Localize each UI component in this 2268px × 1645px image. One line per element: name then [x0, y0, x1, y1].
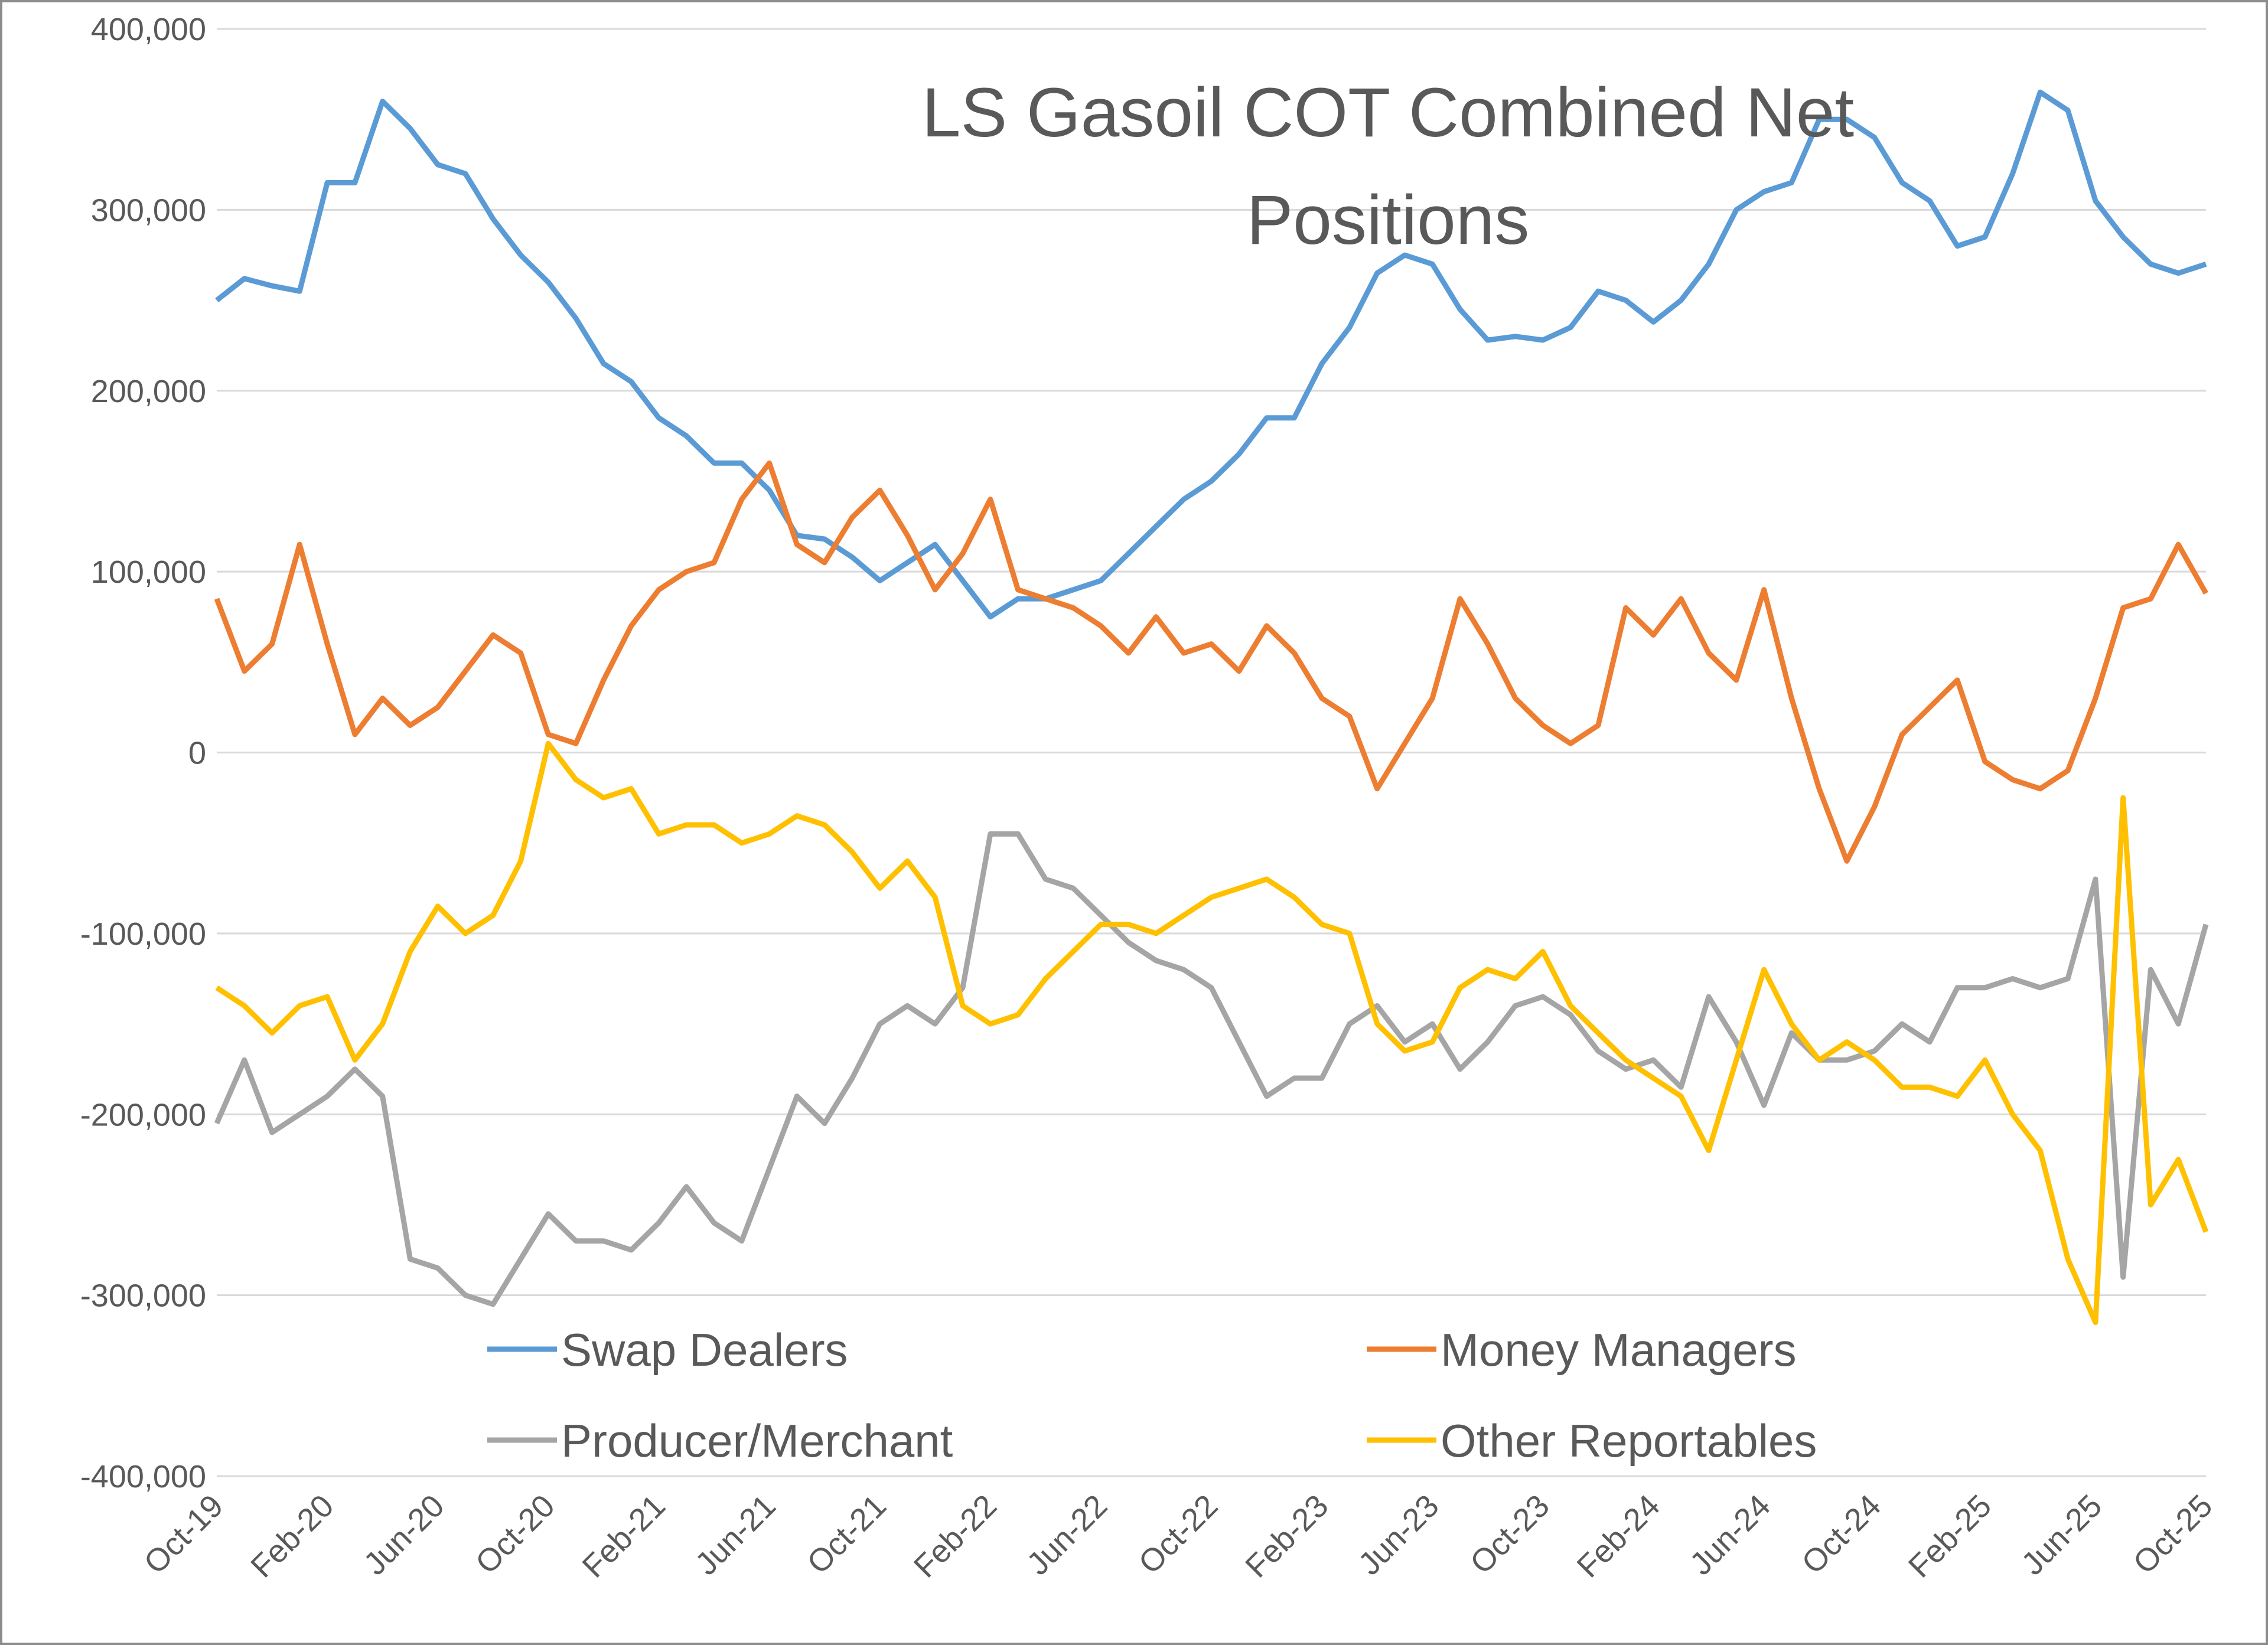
y-tick-label: 0	[188, 736, 206, 771]
x-tick-label: Feb-24	[1570, 1488, 1667, 1584]
y-tick-label: -400,000	[80, 1459, 206, 1494]
x-tick-label: Feb-23	[1239, 1488, 1335, 1584]
legend-label: Producer/Merchant	[561, 1415, 953, 1467]
legend-label: Other Reportables	[1441, 1415, 1817, 1467]
x-tick-label: Feb-22	[907, 1488, 1003, 1584]
x-tick-label: Jun-25	[2015, 1488, 2109, 1582]
x-tick-label: Oct-19	[137, 1488, 230, 1581]
y-tick-label: 100,000	[91, 554, 206, 590]
y-tick-label: 200,000	[91, 374, 206, 409]
y-tick-label: -100,000	[80, 916, 206, 952]
series-line	[214, 460, 2208, 864]
y-tick-label: 400,000	[91, 12, 206, 47]
x-tick-label: Oct-21	[800, 1488, 893, 1581]
legend-label: Money Managers	[1441, 1324, 1797, 1376]
x-tick-label: Oct-23	[1464, 1488, 1556, 1581]
x-tick-label: Oct-25	[2126, 1488, 2219, 1581]
x-tick-label: Jun-22	[1020, 1488, 1114, 1582]
x-tick-label: Feb-21	[576, 1488, 672, 1584]
x-tick-label: Jun-23	[1352, 1488, 1446, 1582]
x-tick-label: Oct-24	[1795, 1488, 1888, 1581]
x-tick-label: Jun-20	[357, 1488, 451, 1582]
x-tick-label: Oct-20	[469, 1488, 562, 1581]
x-tick-label: Oct-22	[1132, 1488, 1224, 1581]
y-tick-label: -200,000	[80, 1097, 206, 1132]
legend-label: Swap Dealers	[561, 1324, 848, 1376]
x-tick-label: Jun-21	[689, 1488, 783, 1582]
chart-title: LS Gasoil COT Combined Net Positions	[921, 74, 1855, 259]
x-tick-label: Feb-20	[244, 1488, 340, 1584]
series-line	[215, 740, 2209, 1326]
series-line	[214, 831, 2209, 1307]
y-tick-label: 300,000	[91, 192, 206, 228]
series-line	[215, 89, 2207, 620]
x-tick-label: Feb-25	[1902, 1488, 1998, 1584]
x-tick-label: Jun-24	[1683, 1488, 1777, 1582]
y-tick-label: -300,000	[80, 1278, 206, 1314]
